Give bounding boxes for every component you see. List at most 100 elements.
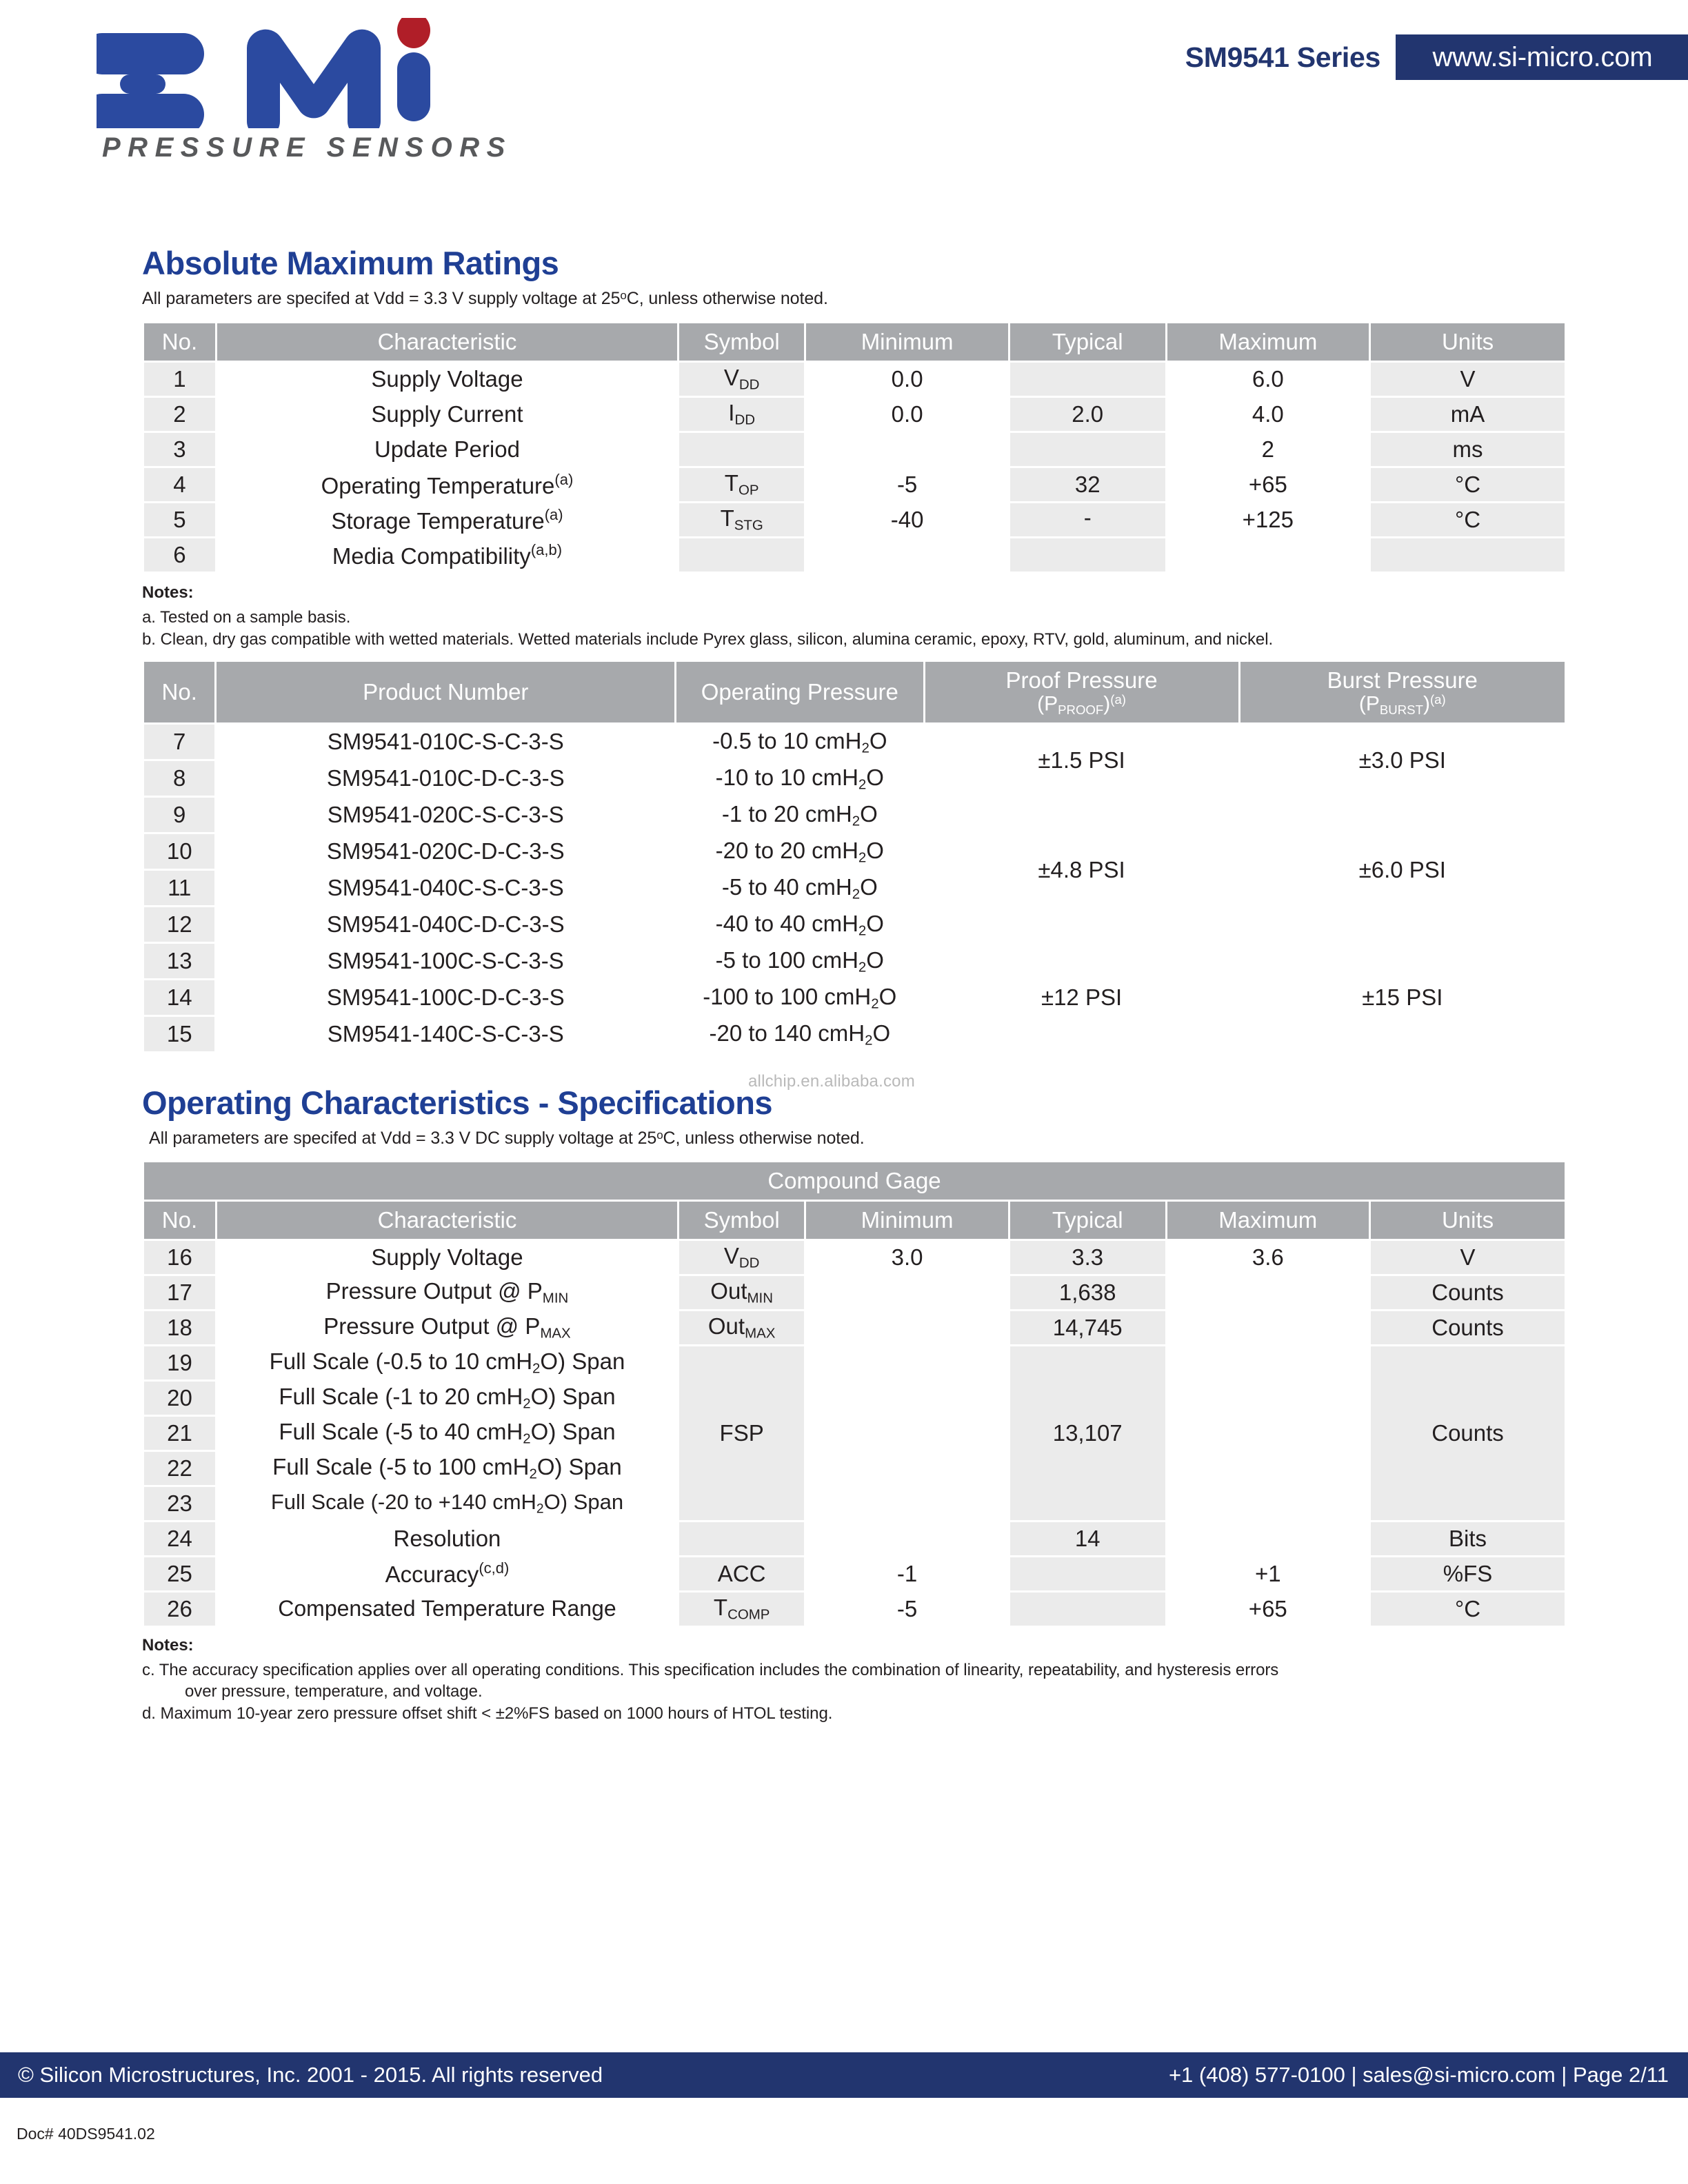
cell-maximum — [1167, 1451, 1369, 1485]
col-minimum: Minimum — [806, 1201, 1008, 1239]
cell-minimum — [806, 1486, 1008, 1520]
footnote-marker: (a,b) — [530, 540, 563, 558]
cell-operating-pressure: -5 to 100 cmH2O — [676, 944, 923, 979]
cell-product-number: SM9541-040C-D-C-3-S — [217, 907, 675, 942]
col-characteristic: Characteristic — [217, 323, 677, 361]
cell-maximum: +65 — [1167, 468, 1369, 502]
cell-no: 26 — [144, 1592, 215, 1626]
col-proof-pressure-symbol: (PPROOF)(a) — [1037, 691, 1126, 717]
cell-units: Counts — [1371, 1275, 1565, 1309]
table-row: 17 Pressure Output @ PMIN OutMIN 1,638 C… — [144, 1275, 1565, 1309]
cell-burst-pressure: ±15 PSI — [1240, 944, 1565, 1052]
table-header-row: No. Characteristic Symbol Minimum Typica… — [144, 323, 1565, 361]
cell-maximum: 6.0 — [1167, 363, 1369, 396]
cell-no: 6 — [144, 538, 215, 572]
cell-characteristic: Pressure Output @ PMIN — [217, 1275, 677, 1309]
cell-units: Counts — [1371, 1311, 1565, 1344]
cell-minimum: 0.0 — [806, 398, 1008, 432]
cell-no: 17 — [144, 1275, 215, 1309]
cell-maximum — [1167, 1311, 1369, 1344]
cell-characteristic: Accuracy(c,d) — [217, 1557, 677, 1590]
table-row: 19 Full Scale (-0.5 to 10 cmH2O) Span FS… — [144, 1346, 1565, 1520]
table-row: 4 Operating Temperature(a) TOP -5 32 +65… — [144, 468, 1565, 502]
col-maximum: Maximum — [1167, 1201, 1369, 1239]
cell-minimum — [806, 1346, 1008, 1379]
cell-product-number: SM9541-010C-D-C-3-S — [217, 761, 675, 796]
note-c-continuation: over pressure, temperature, and voltage. — [185, 1682, 483, 1701]
cell-no: 11 — [144, 871, 215, 906]
cell-typical — [1009, 1592, 1165, 1626]
cell-typical: 2.0 — [1009, 398, 1165, 432]
cell-units: mA — [1371, 398, 1565, 432]
cell-no: 2 — [144, 398, 215, 432]
section1-notes: Notes: a. Tested on a sample basis. b. C… — [142, 583, 1688, 650]
cell-maximum: 4.0 — [1167, 398, 1369, 432]
cell-no: 21 — [144, 1416, 215, 1450]
table-row: 18 Pressure Output @ PMAX OutMAX 14,745 … — [144, 1311, 1565, 1344]
cell-minimum: -40 — [806, 503, 1008, 537]
cell-minimum — [806, 433, 1008, 467]
cell-product-number: SM9541-010C-S-C-3-S — [217, 725, 675, 760]
table-row: 20 Full Scale (-1 to 20 cmH2O) Span — [144, 1381, 1565, 1415]
cell-no: 10 — [144, 834, 215, 869]
section-title-operating-characteristics: Operating Characteristics - Specificatio… — [142, 1084, 773, 1122]
cell-no: 12 — [144, 907, 215, 942]
cell-minimum: -1 — [806, 1557, 1008, 1590]
cell-proof-pressure: ±4.8 PSI — [925, 798, 1238, 942]
table-row: 3 Update Period 2 ms — [144, 433, 1565, 467]
cell-characteristic: Operating Temperature(a) — [217, 468, 677, 502]
footer-copyright: © Silicon Microstructures, Inc. 2001 - 2… — [18, 2063, 603, 2087]
table-row: 25 Accuracy(c,d) ACC -1 +1 %FS — [144, 1557, 1565, 1590]
cell-product-number: SM9541-020C-D-C-3-S — [217, 834, 675, 869]
cell-units: °C — [1371, 1592, 1565, 1626]
col-typical: Typical — [1009, 323, 1165, 361]
cell-operating-pressure: -5 to 40 cmH2O — [676, 871, 923, 906]
cell-maximum — [1167, 1346, 1369, 1379]
cell-burst-pressure: ±3.0 PSI — [1240, 725, 1565, 796]
cell-minimum — [806, 1381, 1008, 1415]
cell-characteristic: Update Period — [217, 433, 677, 467]
table-row: 11 SM9541-040C-S-C-3-S -5 to 40 cmH2O — [144, 871, 1565, 906]
section1-subtitle: All parameters are specifed at Vdd = 3.3… — [142, 289, 1688, 309]
cell-typical — [1009, 363, 1165, 396]
symbol-subscript: STG — [734, 517, 763, 534]
cell-no: 1 — [144, 363, 215, 396]
website-url-badge[interactable]: www.si-micro.com — [1396, 34, 1688, 80]
col-proof-pressure: Proof Pressure (PPROOF)(a) — [925, 662, 1238, 723]
cell-no: 3 — [144, 433, 215, 467]
cell-product-number: SM9541-020C-S-C-3-S — [217, 798, 675, 833]
cell-typical: 32 — [1009, 468, 1165, 502]
cell-characteristic: Full Scale (-0.5 to 10 cmH2O) Span — [217, 1346, 677, 1379]
section1-subtitle-pre: All parameters are specifed at Vdd = 3.3… — [142, 289, 621, 309]
table-row: 6 Media Compatibility(a,b) — [144, 538, 1565, 572]
col-typical: Typical — [1009, 1201, 1165, 1239]
cell-minimum — [806, 1521, 1008, 1555]
cell-product-number: SM9541-100C-D-C-3-S — [217, 980, 675, 1015]
cell-no: 24 — [144, 1521, 215, 1555]
cell-units: ms — [1371, 433, 1565, 467]
note-a: a. Tested on a sample basis. — [142, 608, 351, 627]
cell-minimum — [806, 1275, 1008, 1309]
cell-units-fsp: Counts — [1371, 1346, 1565, 1520]
cell-maximum — [1167, 1275, 1369, 1309]
compound-gage-table: Compound Gage No. Characteristic Symbol … — [142, 1160, 1567, 1628]
table-row: 9 SM9541-020C-S-C-3-S -1 to 20 cmH2O ±4.… — [144, 798, 1565, 942]
cell-minimum — [806, 1311, 1008, 1344]
cell-operating-pressure: -40 to 40 cmH2O — [676, 907, 923, 942]
table-row: 2 Supply Current IDD 0.0 2.0 4.0 mA — [144, 398, 1565, 432]
compound-gage-banner: Compound Gage — [144, 1162, 1565, 1200]
cell-typical: 14,745 — [1009, 1311, 1165, 1344]
table-header-row: No. Product Number Operating Pressure Pr… — [144, 662, 1565, 723]
table-row: 26 Compensated Temperature Range TCOMP -… — [144, 1592, 1565, 1626]
cell-typical: - — [1009, 503, 1165, 537]
section3-subtitle-pre: All parameters are specifed at Vdd = 3.3… — [149, 1129, 657, 1149]
cell-no: 5 — [144, 503, 215, 537]
cell-symbol — [679, 433, 805, 467]
cell-no: 16 — [144, 1240, 215, 1274]
col-symbol: Symbol — [679, 1201, 805, 1239]
table-row: 10 SM9541-020C-D-C-3-S -20 to 20 cmH2O — [144, 834, 1565, 869]
col-burst-pressure: Burst Pressure (PBURST)(a) — [1240, 662, 1565, 723]
logo-tagline: PRESSURE SENSORS — [102, 132, 512, 163]
table-row: 15 SM9541-140C-S-C-3-S -20 to 140 cmH2O — [144, 1017, 1565, 1052]
cell-units: V — [1371, 363, 1565, 396]
